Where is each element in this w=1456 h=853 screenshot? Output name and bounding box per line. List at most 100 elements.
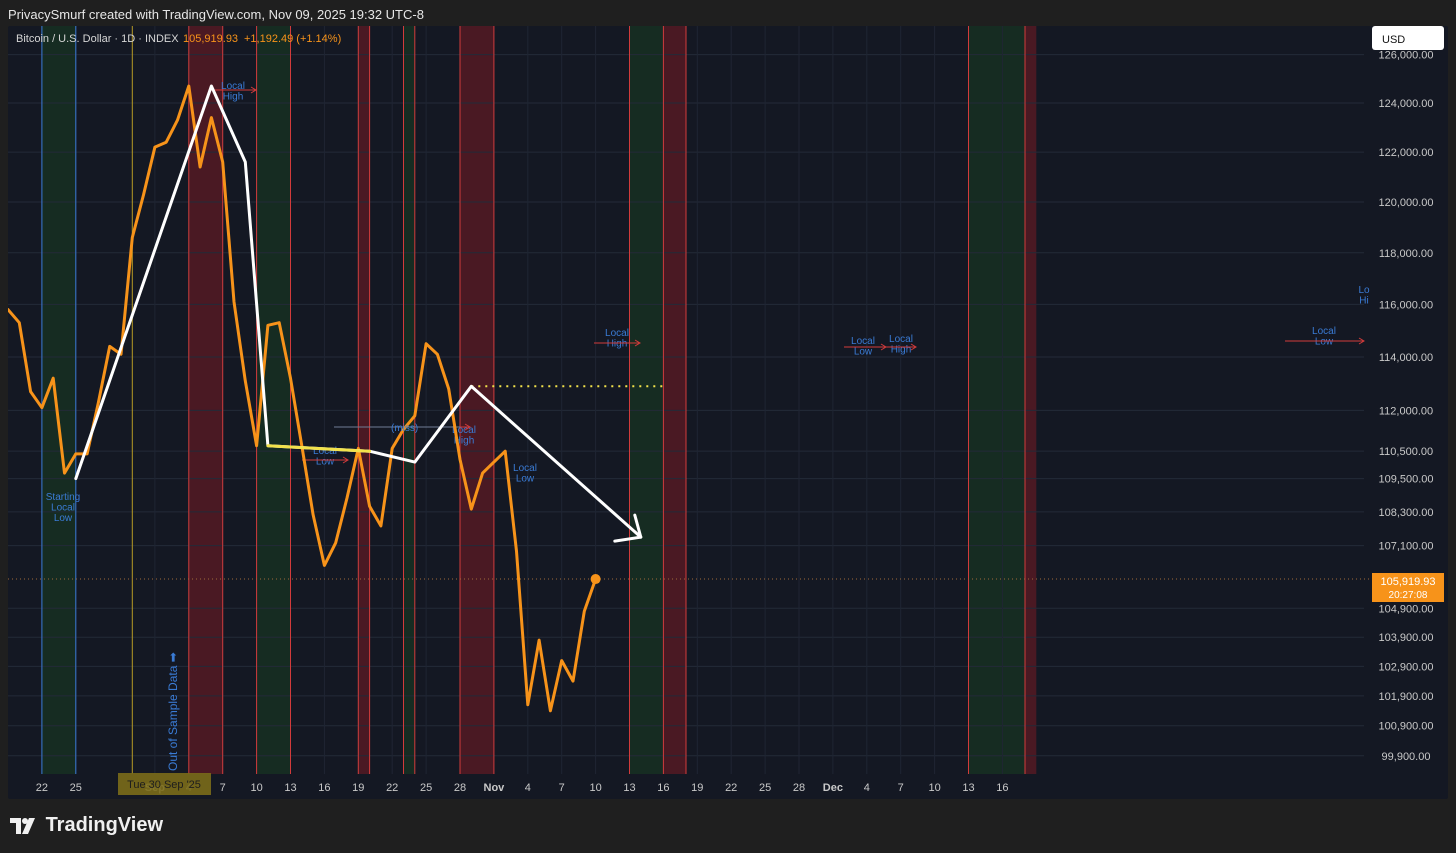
annotation-label: High	[607, 339, 628, 350]
marker-arrowhead	[634, 339, 641, 347]
x-tick-label: 13	[623, 782, 635, 794]
x-tick-label: 4	[864, 782, 870, 794]
annotation-label: Local	[1312, 326, 1336, 337]
x-tick-label: 19	[691, 782, 703, 794]
x-tick-label: 22	[386, 782, 398, 794]
price-tag	[1372, 573, 1444, 602]
chart-panel[interactable]: Starting Local Low Local High Local Low Local Hi…	[6, 26, 1448, 799]
x-tick-label: 10	[589, 782, 601, 794]
x-tick-label: 7	[559, 782, 565, 794]
projection-arrowhead	[613, 513, 643, 543]
local-low-zone	[968, 26, 1025, 774]
x-tick-label: 16	[657, 782, 669, 794]
y-tick-label: 120,000.00	[1378, 197, 1433, 209]
symbol-legend: Bitcoin / U.S. Dollar · 1D · INDEX	[16, 33, 179, 45]
y-tick-label: 99,900.00	[1382, 751, 1431, 763]
marker-arrowhead	[250, 86, 257, 94]
y-tick-label: 118,000.00	[1379, 248, 1433, 260]
marker-arrowhead	[910, 343, 917, 351]
annotation-label: Local	[313, 446, 337, 457]
price-tag-value: 105,919.93	[1380, 576, 1435, 588]
x-tick-label: 22	[725, 782, 737, 794]
x-tick-label: 10	[250, 782, 262, 794]
y-tick-label: 107,100.00	[1378, 541, 1433, 553]
y-tick-label: 102,900.00	[1378, 661, 1433, 673]
crosshair-date: Tue 30 Sep '25	[127, 779, 201, 791]
y-tick-label: 112,000.00	[1379, 405, 1433, 417]
x-tick-label: Nov	[484, 782, 506, 794]
local-low-zone	[41, 26, 76, 774]
x-tick-label: 13	[962, 782, 974, 794]
x-tick-label: 10	[928, 782, 940, 794]
x-tick-label: 22	[36, 782, 48, 794]
cycle-lines	[8, 26, 1372, 774]
annotation-label: Starting	[46, 492, 80, 503]
highlight-zones	[41, 26, 1037, 774]
currency-button-bg[interactable]	[1372, 26, 1444, 50]
annotation-label: Local	[851, 336, 875, 347]
footer-brand: TradingView	[45, 814, 164, 837]
x-tick-label: 16	[318, 782, 330, 794]
legend-change: +1,192.49 (+1.14%)	[244, 33, 341, 45]
miss-note: (miss)	[391, 423, 418, 434]
y-tick-label: 122,000.00	[1378, 147, 1433, 159]
credit-text: PrivacySmurf created with TradingView.co…	[8, 7, 424, 22]
annotation-label: Local	[51, 503, 75, 514]
x-tick-label: 7	[898, 782, 904, 794]
annotations: StartingLocalLowLocalHighLocalLowLocalHi…	[46, 81, 1370, 524]
price-chart[interactable]: StartingLocalLowLocalHighLocalLowLocalHi…	[6, 26, 1448, 799]
local-high-zone	[358, 26, 370, 774]
local-high-zone	[188, 26, 223, 774]
y-tick-label: 114,000.00	[1379, 352, 1433, 364]
local-low-zone	[403, 26, 415, 774]
annotation-label: Low	[54, 513, 73, 524]
local-high-zone	[663, 26, 686, 774]
y-tick-label: 104,900.00	[1378, 603, 1433, 615]
annotation-label: Local	[221, 81, 245, 92]
price-line	[6, 84, 598, 713]
header-bar: PrivacySmurf created with TradingView.co…	[0, 0, 1456, 26]
x-tick-label: 28	[454, 782, 466, 794]
axes: 126,000.00 124,000.00 122,000.00 120,000.00…	[36, 50, 1434, 794]
local-low-zone	[629, 26, 664, 774]
x-tick-label: 25	[420, 782, 432, 794]
annotation-label: Lo	[1358, 285, 1370, 296]
x-tick-label: 4	[525, 782, 531, 794]
annotation-label: Low	[316, 457, 335, 468]
y-tick-label: 109,500.00	[1378, 474, 1433, 486]
x-tick-label: 13	[284, 782, 296, 794]
annotation-label: High	[454, 436, 475, 447]
x-tick-label: 7	[220, 782, 226, 794]
x-tick-label: 16	[996, 782, 1008, 794]
annotation-label: Local	[513, 463, 537, 474]
annotation-label: Low	[516, 474, 535, 485]
y-tick-label: 100,900.00	[1378, 721, 1433, 733]
y-tick-label: 108,300.00	[1378, 507, 1433, 519]
legend-price: 105,919.93	[183, 33, 238, 45]
price-tag-countdown: 20:27:08	[1389, 590, 1428, 601]
out-of-sample-note: Out of Sample Data ➡	[166, 652, 180, 771]
footer-logo[interactable]: TradingView	[10, 814, 163, 837]
crosshair-date-badge	[118, 773, 211, 795]
annotation-label: High	[223, 92, 244, 103]
y-tick-label: 126,000.00	[1378, 50, 1433, 62]
annotation-label: Low	[1315, 337, 1334, 348]
x-tick-label: Dec	[823, 782, 843, 794]
annotation-label: Local	[605, 328, 629, 339]
tradingview-logo-icon	[10, 817, 35, 834]
currency-button[interactable]: USD	[1382, 34, 1405, 46]
last-price-point	[590, 574, 601, 585]
marker-arrowhead	[1358, 337, 1365, 345]
y-tick-label: 101,900.00	[1378, 691, 1433, 703]
y-tick-label: 116,000.00	[1379, 299, 1433, 311]
y-tick-label: 124,000.00	[1378, 98, 1433, 110]
annotation-label: High	[891, 345, 912, 356]
x-tick-label: 25	[759, 782, 771, 794]
local-high-zone	[1025, 26, 1037, 774]
support-line	[266, 444, 372, 453]
annotation-label: Hi	[1359, 296, 1368, 307]
annotation-label: Local	[889, 334, 913, 345]
y-tick-label: 110,500.00	[1379, 446, 1433, 458]
marker-arrowhead	[342, 456, 349, 464]
y-tick-label: 103,900.00	[1378, 632, 1433, 644]
